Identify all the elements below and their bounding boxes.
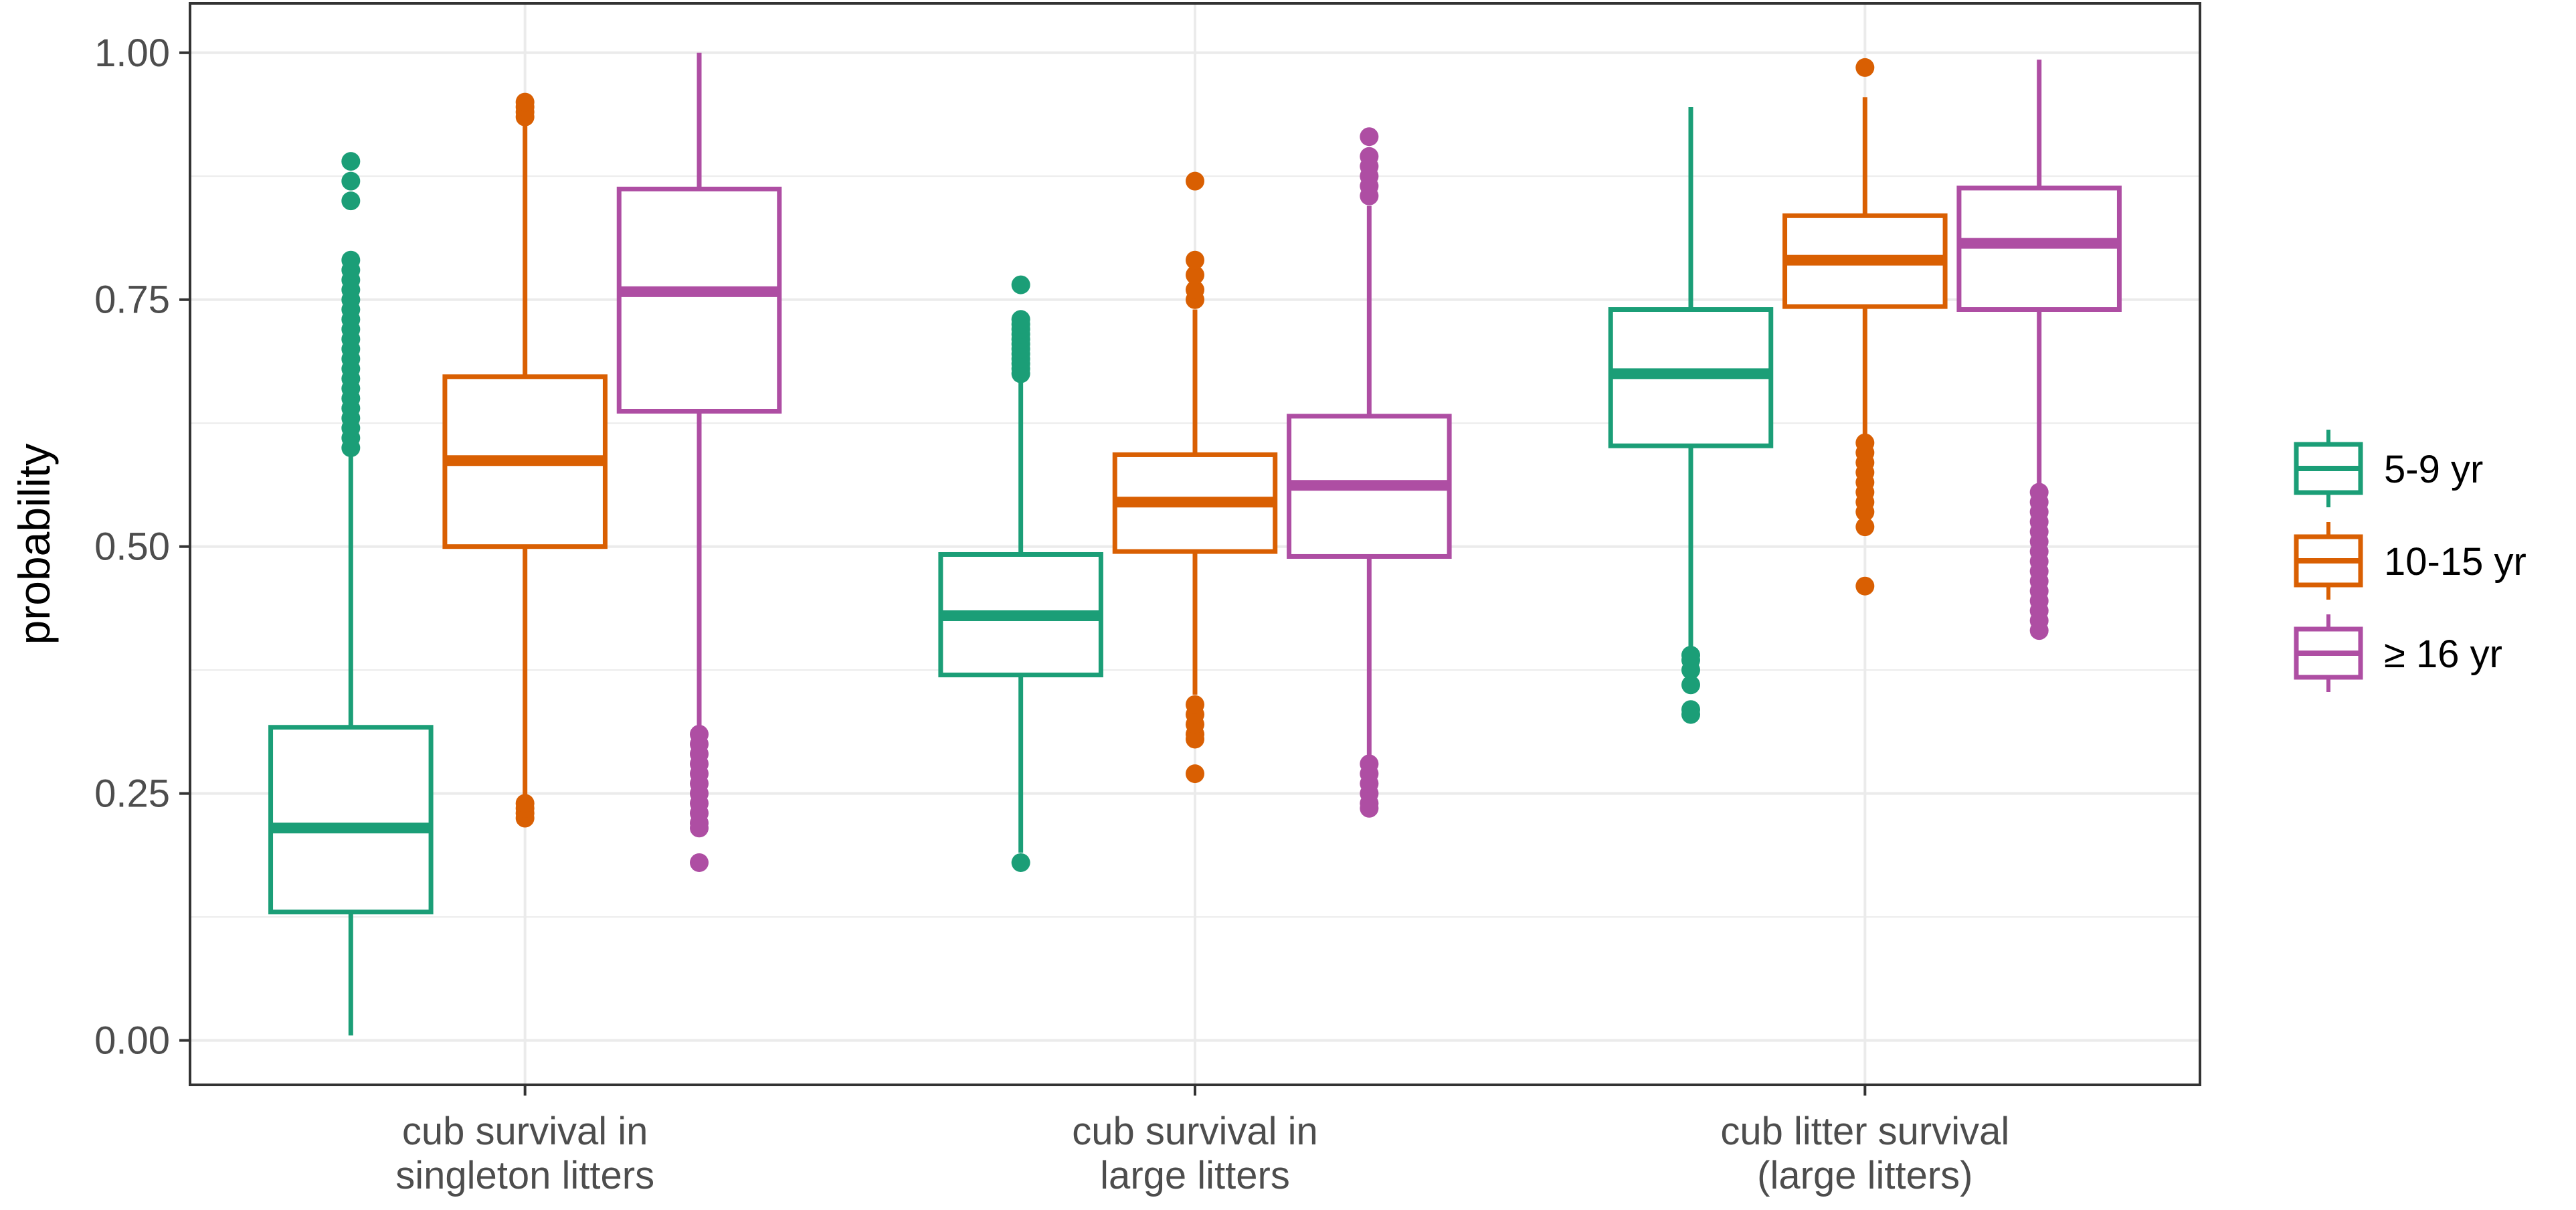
outlier-point <box>1681 700 1700 719</box>
legend-item: 10-15 yr <box>2294 522 2526 600</box>
boxplot-3-16-yr <box>1956 60 2122 640</box>
boxplot-1-10-15-yr <box>442 92 608 828</box>
x-tick-label-line: cub litter survival <box>1720 1110 2009 1153</box>
outlier-point <box>341 250 361 270</box>
y-tick-label: 0.00 <box>94 1019 170 1063</box>
legend-label: 10-15 yr <box>2384 540 2526 584</box>
x-tick-label: cub survival in singleton litters <box>395 1110 654 1197</box>
outlier-point <box>1186 265 1204 284</box>
outlier-point <box>1011 310 1030 329</box>
outlier-point <box>341 171 361 191</box>
y-tick-label: 0.75 <box>94 278 170 322</box>
outlier-point <box>690 725 709 744</box>
outlier-point <box>690 853 709 872</box>
legend: 5-9 yr 10-15 yr ≥ 16 yr <box>2294 430 2526 692</box>
outlier-point <box>1186 764 1204 784</box>
x-tick-label-line: large litters <box>1100 1154 1290 1197</box>
y-tick-label: 0.25 <box>94 772 170 816</box>
x-tick-label-line: cub survival in <box>1072 1110 1317 1153</box>
boxplot-3-5-9-yr <box>1608 106 1774 724</box>
boxplot-1-16-yr <box>616 52 782 872</box>
x-tick-label: cub survival in large litters <box>1072 1110 1317 1197</box>
outlier-point <box>515 794 535 813</box>
outlier-point <box>1360 754 1379 774</box>
boxes-layer <box>268 52 2122 1036</box>
outlier-point <box>1186 250 1204 270</box>
outlier-point <box>341 152 361 171</box>
boxplot-3-10-15-yr <box>1782 58 1948 596</box>
outlier-point <box>515 92 535 112</box>
boxplot-2-10-15-yr <box>1112 171 1278 784</box>
y-axis-title: probability <box>9 444 59 645</box>
outlier-point <box>1186 280 1204 299</box>
x-tick-label-line: singleton litters <box>395 1154 654 1197</box>
outlier-point <box>2029 483 2049 502</box>
outlier-point <box>1186 171 1204 191</box>
y-axis: 0.00 0.25 0.50 0.75 1.00 <box>94 31 190 1063</box>
x-tick-label: cub litter survival (large litters) <box>1720 1110 2009 1197</box>
outlier-point <box>1855 433 1875 452</box>
y-tick-label: 0.50 <box>94 525 170 569</box>
outlier-point <box>1855 576 1875 596</box>
outlier-point <box>1855 58 1875 77</box>
legend-item: ≥ 16 yr <box>2294 614 2502 692</box>
outlier-point <box>1011 853 1030 872</box>
iqr-box <box>1956 185 2122 312</box>
outlier-point <box>341 191 361 211</box>
outlier-point <box>1360 127 1379 147</box>
boxplot-1-5-9-yr <box>268 152 434 1036</box>
x-tick-label-line: cub survival in <box>402 1110 648 1153</box>
iqr-box <box>268 725 434 915</box>
outlier-point <box>1360 147 1379 166</box>
outlier-point <box>1186 695 1204 714</box>
outlier-point <box>1681 675 1700 695</box>
legend-label: 5-9 yr <box>2384 448 2483 491</box>
outlier-point <box>1011 275 1030 294</box>
boxplot-2-5-9-yr <box>938 275 1103 872</box>
iqr-box <box>616 186 782 414</box>
boxplot-2-16-yr <box>1287 127 1452 818</box>
x-tick-label-line: (large litters) <box>1757 1154 1972 1197</box>
outlier-point <box>1681 646 1700 665</box>
legend-label: ≥ 16 yr <box>2384 632 2502 676</box>
y-tick-label: 1.00 <box>94 31 170 75</box>
legend-item: 5-9 yr <box>2294 430 2483 507</box>
outlier-point <box>1855 517 1875 537</box>
